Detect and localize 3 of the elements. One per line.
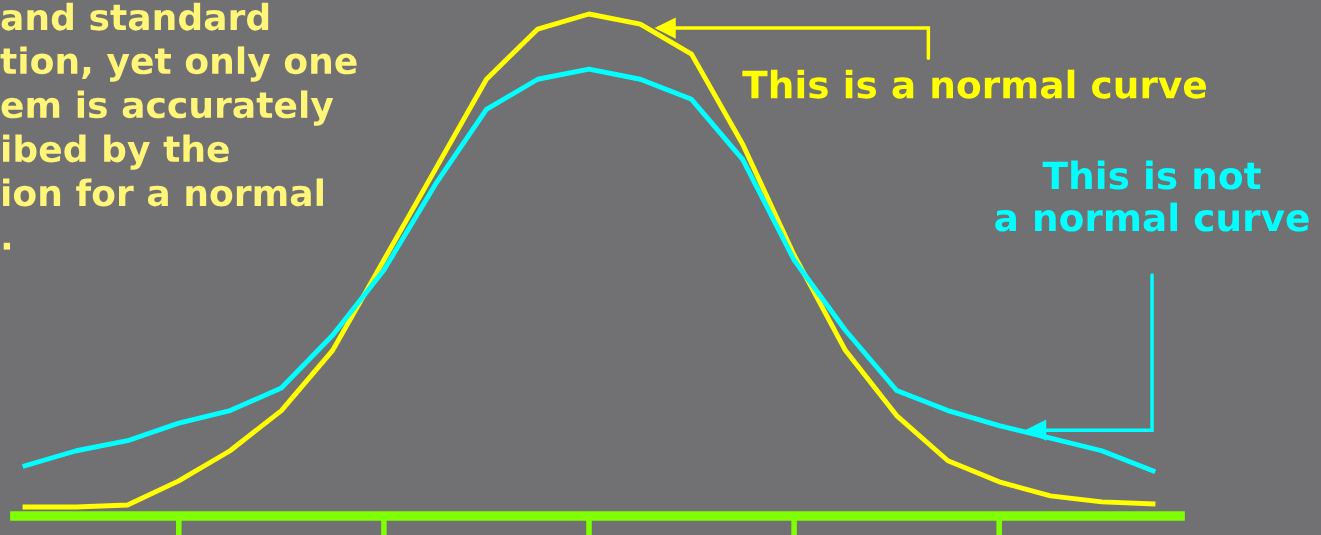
annotation: This is a normal curve bbox=[742, 69, 1206, 99]
annotation: and standard tion, yet only one em is accurately ibed by the ion for a normal . bbox=[0, 2, 357, 250]
annotation: This is not a normal curve bbox=[995, 160, 1309, 232]
